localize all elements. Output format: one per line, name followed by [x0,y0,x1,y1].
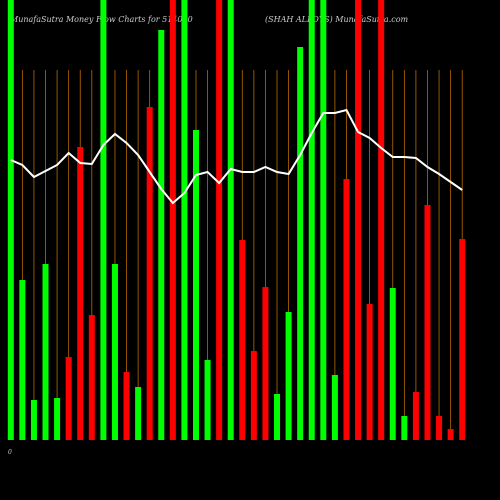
bar [297,47,304,440]
bar [401,416,408,440]
bar [424,205,431,440]
bar [192,130,199,440]
bar [77,147,84,440]
bar [135,387,142,440]
bar [42,264,49,440]
bar [389,288,396,440]
bar [204,360,211,440]
bar [169,0,176,440]
bar [227,0,234,440]
bar [447,429,454,440]
bar [88,315,95,440]
bar [100,0,107,440]
bar [366,304,373,440]
bar [7,0,14,440]
bar [239,240,246,440]
bar [274,394,281,440]
bar [355,0,362,440]
bar [123,372,130,440]
bar [320,0,327,440]
bar [459,239,466,440]
bar [412,392,419,440]
bar [250,351,257,440]
bar [54,398,61,440]
bar [308,0,315,440]
bar [30,400,37,440]
bar [158,30,165,440]
bar [343,179,350,440]
bar [65,357,72,440]
bar [216,0,223,440]
bar [378,0,385,440]
bar [262,287,269,440]
bar [146,107,153,440]
bar [331,375,338,440]
money-flow-line [10,108,463,205]
bar [181,0,188,440]
y-tick-label: 0 [8,449,12,456]
bar [111,264,118,440]
bar [436,416,443,440]
bar [285,312,292,440]
chart-subtitle: (SHAH ALLOYS) MunafaSutra.com [265,15,409,24]
bar [19,280,26,440]
